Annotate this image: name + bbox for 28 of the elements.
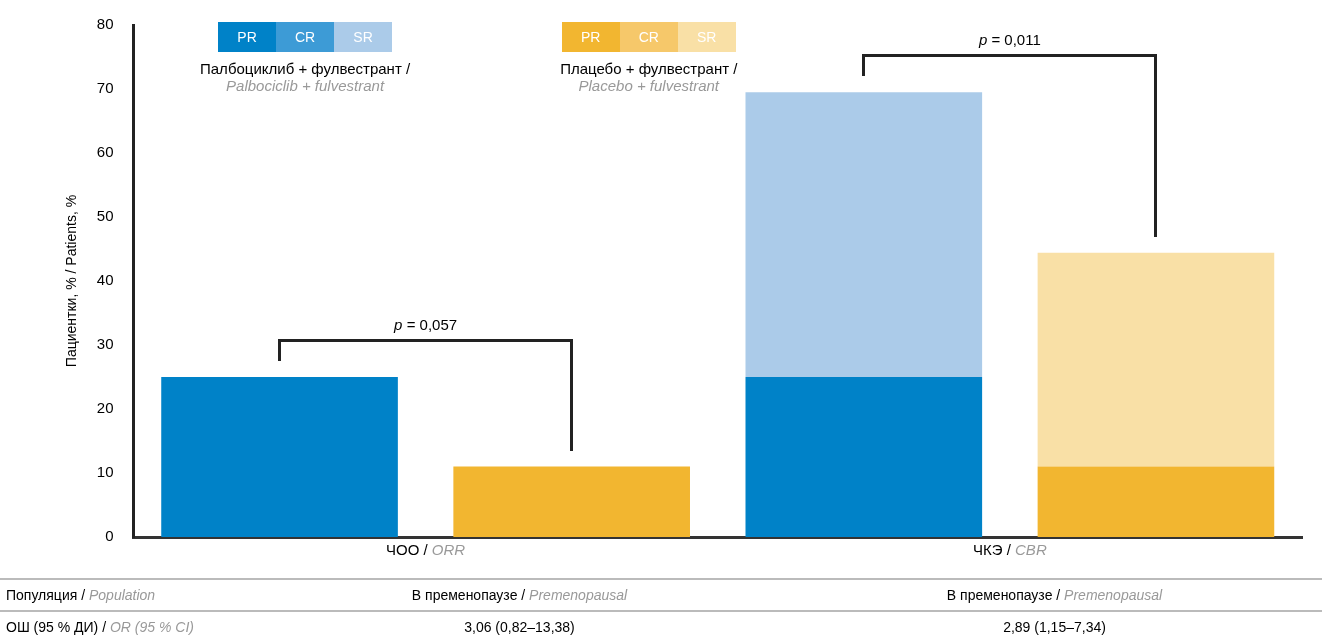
text: CR bbox=[294, 29, 316, 45]
text: SR bbox=[677, 22, 736, 52]
y-tick-label: 40 bbox=[96, 271, 114, 289]
y-tick-label: 20 bbox=[96, 399, 114, 417]
annotation: p = 0,057 bbox=[394, 315, 458, 333]
y-tick-label: 0 bbox=[105, 527, 114, 545]
text: PR bbox=[218, 22, 277, 52]
x-tick-label: ЧОО / ORR bbox=[386, 541, 466, 558]
text: 3,06 (0,82–13,38) bbox=[463, 618, 576, 637]
y-tick-label: 70 bbox=[96, 79, 114, 97]
y-tick-label: 10 bbox=[96, 463, 114, 481]
y-tick-label: 60 bbox=[96, 143, 114, 161]
text: В пременопаузе / Premenopausal bbox=[787, 579, 1322, 611]
text: ОШ (95 % ДИ) / OR (95 % CI) bbox=[5, 618, 195, 637]
y-axis-title: Пациентки, % / Patients, % bbox=[63, 194, 80, 368]
y-tick-label: 80 bbox=[96, 15, 114, 33]
text: SR bbox=[353, 29, 373, 45]
text: Плацебо + фулвестрант / Placebo + fulvestrant bbox=[560, 60, 738, 94]
legend-label: CR bbox=[619, 22, 678, 52]
x-tick-label: ЧКЭ / CBR bbox=[973, 541, 1047, 558]
y-tick-label: 30 bbox=[96, 335, 114, 353]
y-tick-label: 50 bbox=[96, 207, 114, 225]
text: Популяция / Population bbox=[0, 579, 252, 611]
text: Палбоциклиб + фулвестрант / Palbociclib + fulvestrant bbox=[200, 60, 411, 94]
text: В пременопаузе / Premenopausal bbox=[252, 579, 787, 611]
text: 2,89 (1,15–7,34) bbox=[1002, 618, 1107, 637]
text: PR bbox=[581, 29, 601, 45]
annotation: p = 0,011 bbox=[978, 30, 1041, 48]
